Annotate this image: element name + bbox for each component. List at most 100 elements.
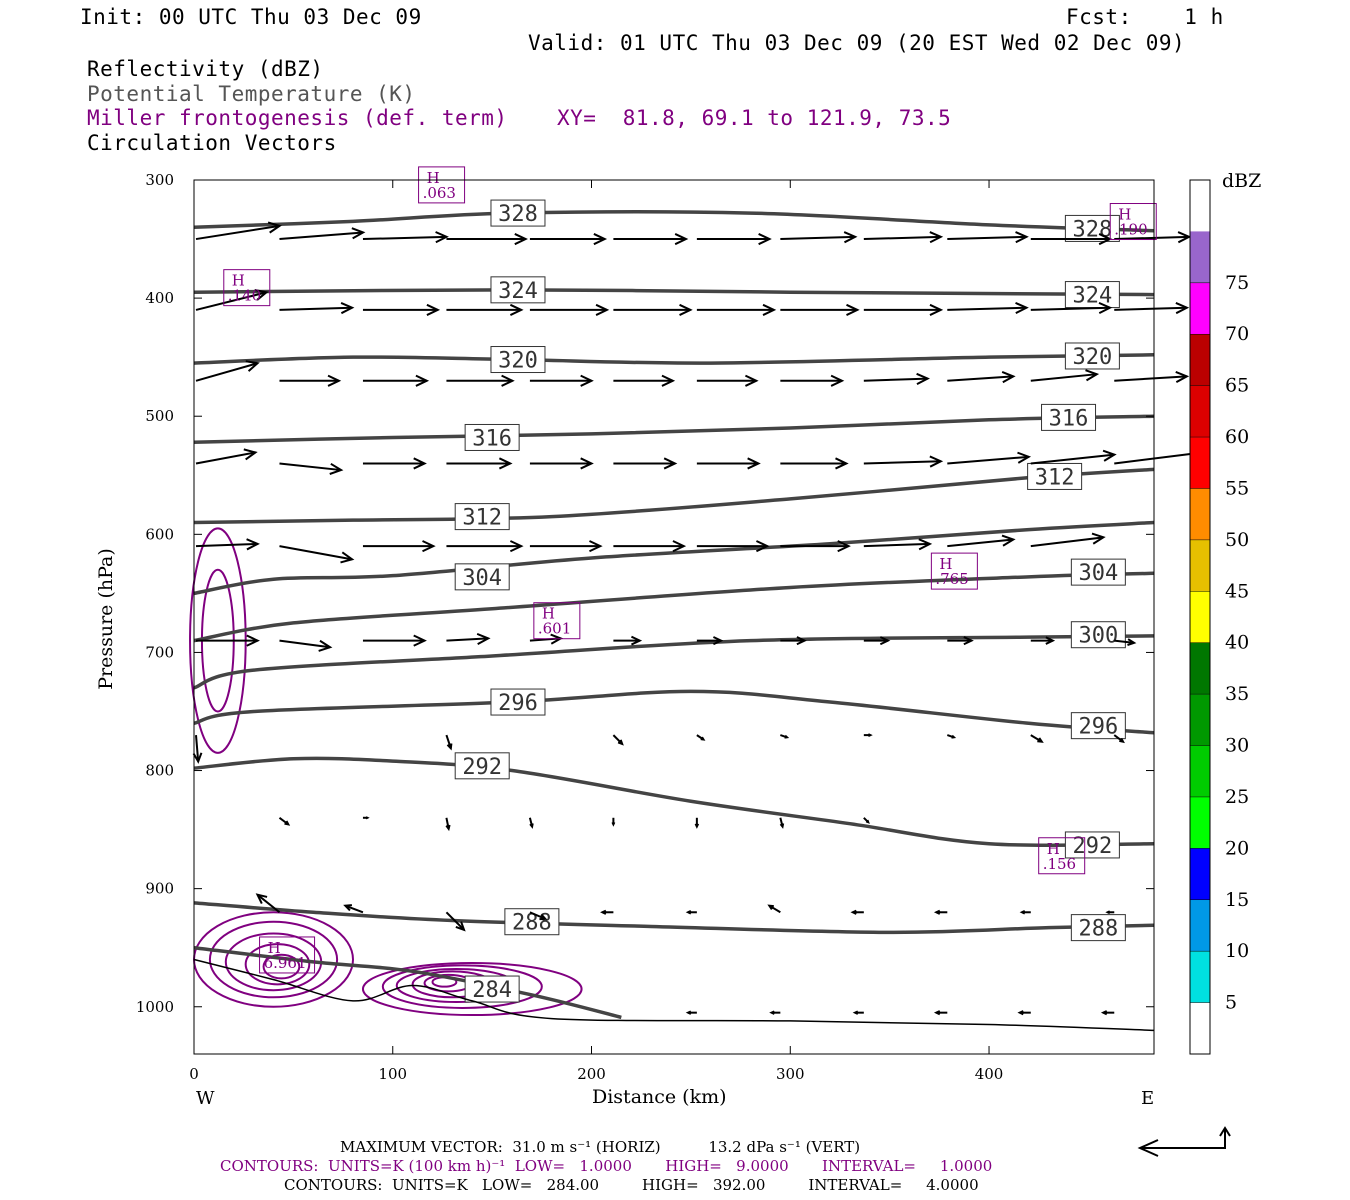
theta-label-box [1070,914,1126,942]
circulation-vector [1114,638,1137,647]
colorbar-label: 70 [1225,323,1249,345]
vector-head [254,288,269,301]
frontogenesis-high: H.156 [1038,837,1086,875]
colorbar-segment [1190,848,1210,900]
vector-head [501,374,515,387]
vector-shaft [780,235,856,241]
vector-head [835,457,849,470]
x-tick-label: 200 [577,1065,606,1083]
vector-head [415,374,430,387]
vector-head [951,734,957,739]
vector-shaft [1114,375,1187,382]
circulation-vector [446,303,524,316]
vector-head [779,823,785,829]
vector-shaft [947,235,1027,241]
vector-shaft [345,904,364,914]
vector-head [327,374,342,387]
circulation-vector [195,448,258,465]
colorbar-segment [1190,180,1210,232]
colorbar-label: 25 [1225,786,1249,808]
theta-label: 320 [1073,345,1113,370]
vector-head [343,904,352,912]
vector-head [318,639,333,652]
vector-head [351,227,366,240]
theta-label-box [1064,342,1120,370]
frontogenesis-contour [262,953,301,980]
colorbar-label: 30 [1225,735,1249,757]
circulation-vector [362,374,430,387]
circulation-vector [863,733,873,737]
theta-label: 328 [498,202,538,227]
frontogenesis-high: H.063 [418,166,466,204]
circulation-vector [780,231,858,244]
colorbar-label: 45 [1225,580,1249,602]
vector-shaft [1114,639,1135,644]
x-axis-label: Distance (km) [592,1086,727,1108]
y-tick-label: 500 [145,407,174,425]
vector-head [1085,369,1100,382]
circulation-vector [343,904,364,914]
frontogenesis-contour [361,962,583,1017]
circulation-vector [192,735,203,764]
circulation-vector [195,221,282,241]
circulation-vector [612,734,624,746]
frontogenesis-high: H.601 [533,602,581,640]
theta-label: 324 [498,279,538,304]
vector-head [694,823,700,829]
vector-head [679,303,693,316]
theta-label: 320 [498,349,538,374]
colorbar-label: 5 [1225,992,1237,1014]
theta-label-box [464,423,520,451]
theta-label-box [1070,712,1126,740]
circulation-vector [696,233,772,246]
valid-time: Valid: 01 UTC Thu 03 Dec 09 (20 EST Wed … [528,31,1186,55]
vector-head [865,819,870,824]
colorbar-label: 40 [1225,632,1249,654]
colorbar-segment [1190,231,1210,283]
circulation-vector [946,734,957,739]
vector-head [744,374,759,387]
vector-head [1105,910,1111,915]
vector-head [539,913,548,921]
vector-head [617,739,624,746]
theta-label-box [454,503,510,531]
vector-head [1091,532,1106,545]
vector-head [1017,451,1032,464]
frontogenesis-high: H.140 [223,269,271,307]
vector-head [422,540,436,553]
colorbar-label: 20 [1225,837,1249,859]
init-time: Init: 00 UTC Thu 03 Dec 09 [80,5,422,29]
vector-head [1001,371,1016,384]
vector-head [852,1010,859,1015]
reference-vector-icon [1137,1126,1231,1157]
colorbar-segment [1190,951,1210,1003]
vector-shaft [863,460,941,465]
vector-head [245,360,260,372]
x-tick-label: 300 [776,1065,805,1083]
circulation-vector [1030,301,1113,315]
circulation-vector [863,455,944,468]
vector-head [1098,301,1113,315]
colorbar-label: 10 [1225,940,1249,962]
plot-frame [193,179,1155,1055]
frontogenesis-contour [208,920,339,999]
vector-head [758,233,772,246]
vector-shaft [362,235,447,241]
vector-head [843,231,858,244]
circulation-vector [529,457,594,470]
colorbar-label: 35 [1225,683,1249,705]
circulation-vector [780,303,860,316]
circulation-vector [613,635,643,646]
circulation-vector [780,734,790,739]
circulation-vector [255,893,281,914]
high-marker: H [1047,840,1060,858]
vector-head [685,910,692,915]
circulation-vector [780,540,851,553]
theta-label-box [1064,831,1120,859]
circulation-vector [1030,449,1117,465]
frontogenesis-high: H.190 [1109,203,1157,241]
circulation-vector [767,904,781,914]
vector-head [929,303,944,316]
vector-head [916,372,930,385]
vector-shaft [947,455,1029,465]
